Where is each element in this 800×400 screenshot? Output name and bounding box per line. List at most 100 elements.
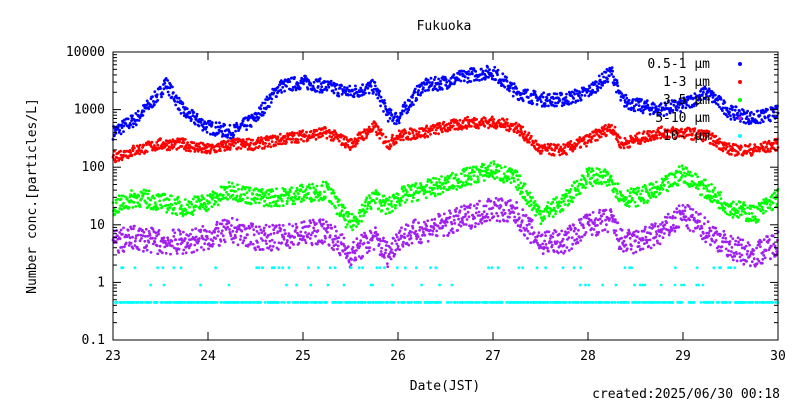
data-point [216,125,220,129]
data-point [383,101,387,105]
data-point [482,179,486,182]
data-point [303,238,307,242]
data-point [257,136,260,140]
data-point [559,145,563,149]
data-point [745,115,749,119]
data-point [182,111,186,115]
data-point [396,244,400,248]
data-point [535,95,538,98]
data-point [539,100,543,104]
data-point [701,93,704,96]
data-point [489,161,493,165]
data-point [461,181,465,185]
data-point [693,92,697,95]
data-point [263,111,266,115]
data-point [225,186,229,190]
data-point [160,95,163,99]
data-point [668,111,672,115]
data-point [595,80,598,84]
data-point [338,253,342,257]
data-point [263,145,267,148]
data-point [362,241,366,245]
data-point [463,215,467,218]
data-point [623,136,627,140]
data-point [524,199,528,202]
data-point [293,202,296,206]
data-point [207,208,210,211]
data-point [512,179,516,183]
data-point [386,265,390,268]
data-point [241,119,245,123]
data-point [602,75,605,79]
data-point [616,84,620,88]
data-point [418,190,421,194]
data-point [119,132,123,136]
data-point [332,248,335,252]
data-point [633,104,636,108]
data-point [410,230,413,234]
data-point [731,108,734,112]
data-point [410,101,414,104]
data-point [606,77,609,81]
data-point [323,240,326,244]
data-point [147,240,151,244]
data-point [380,209,384,212]
data-point [260,137,264,141]
data-point [313,198,316,202]
data-point [716,103,720,106]
data-point [336,240,340,244]
data-point [573,92,576,96]
data-point [469,80,473,83]
data-point [343,206,347,210]
data-point [215,223,219,227]
data-point [307,224,311,228]
data-point [379,104,382,108]
data-point [585,182,588,186]
data-point [191,197,195,201]
data-point [498,118,501,122]
data-point [117,251,121,254]
data-point [360,88,363,92]
data-point [226,145,230,149]
data-point [127,244,131,247]
data-point [601,174,605,178]
data-point [493,177,497,181]
data-point [245,227,249,230]
data-point [440,175,443,178]
data-point [441,190,445,194]
data-point [421,227,425,231]
data-point [394,204,398,207]
data-point [491,74,495,78]
data-point [174,103,178,107]
data-point [132,200,136,204]
data-point [314,234,317,238]
data-point [663,184,666,187]
data-point [159,137,162,141]
data-point [156,252,160,256]
data-point [388,196,391,199]
data-point [340,84,343,88]
data-point [274,140,278,144]
data-point [190,117,193,121]
data-point [723,206,727,210]
data-point [486,65,489,69]
data-point [197,239,201,243]
data-point [145,150,149,154]
data-point [615,79,619,82]
data-point [170,194,173,198]
data-point [264,142,267,145]
series-0 [111,64,780,141]
data-point [750,219,753,223]
data-point [283,134,287,138]
data-point [237,187,240,191]
data-point [451,171,454,175]
data-point [145,248,149,252]
data-point [249,240,253,244]
data-point [226,136,230,139]
data-point [336,92,340,95]
data-point [417,130,421,134]
data-point [654,105,658,108]
data-point [492,160,496,163]
data-point [249,141,253,145]
data-point [291,224,295,228]
